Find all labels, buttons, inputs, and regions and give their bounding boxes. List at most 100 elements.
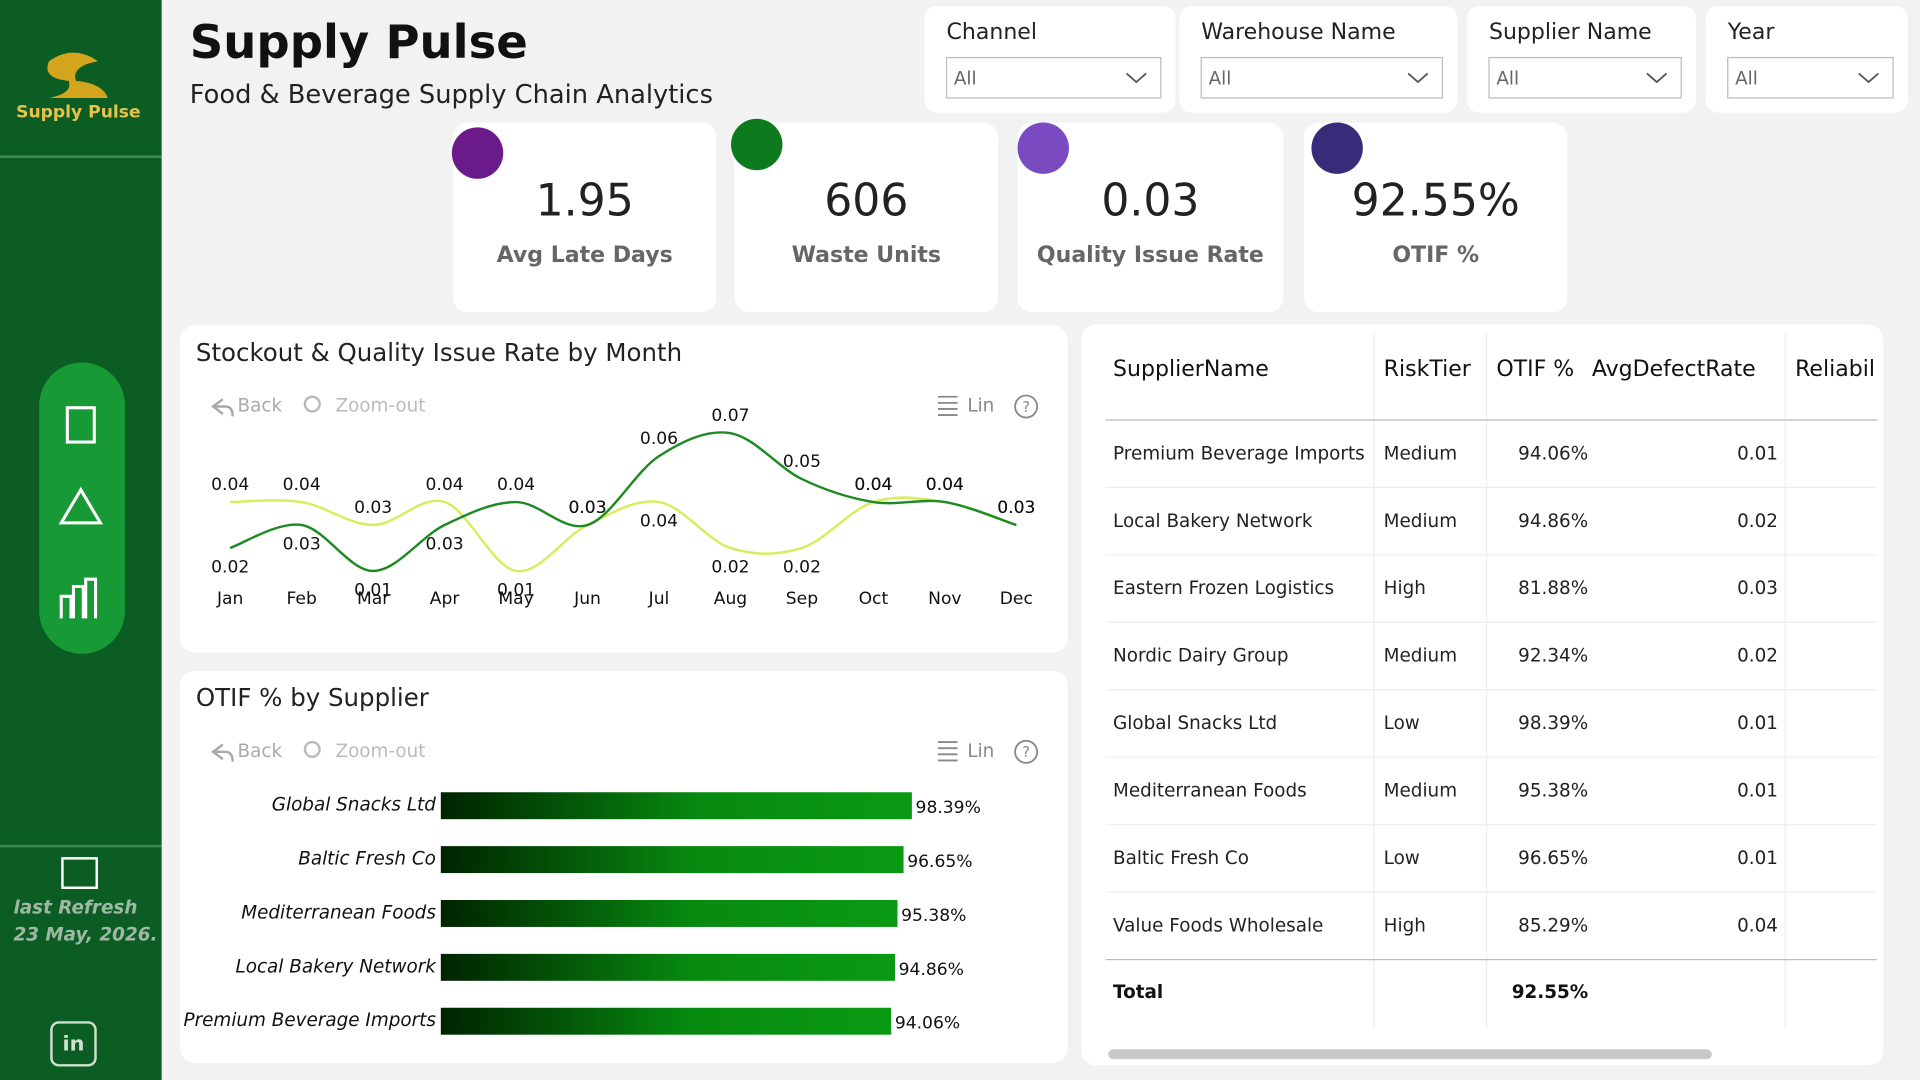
table-cell: 0.04 — [1737, 916, 1778, 937]
bar[interactable] — [440, 792, 912, 820]
category-label: Baltic Fresh Co — [298, 849, 436, 870]
value-label: 95.38% — [901, 906, 966, 926]
data-label: 0.03 — [568, 498, 606, 518]
nav-report[interactable] — [65, 406, 96, 444]
value-label: 96.65% — [907, 852, 972, 872]
kpi-icon — [1311, 122, 1363, 174]
x-tick-label: Feb — [287, 589, 317, 609]
table-cell: Nordic Dairy Group — [1113, 646, 1289, 667]
bar[interactable] — [440, 900, 898, 927]
chevron — [1646, 72, 1668, 84]
table-cell: Baltic Fresh Co — [1113, 848, 1249, 869]
data-label: 0.03 — [426, 535, 464, 555]
logo-mark — [47, 52, 108, 98]
scrollbar[interactable] — [1108, 1049, 1712, 1060]
back-icon[interactable] — [211, 398, 234, 417]
kpi-value: 1.95 — [536, 175, 634, 226]
data-label: 0.04 — [497, 475, 535, 495]
back-button[interactable]: Back — [238, 396, 283, 417]
filter-dropdown[interactable] — [1488, 56, 1682, 99]
nav-icons — [58, 406, 104, 619]
x-tick-label: May — [498, 589, 533, 609]
table-cell: Medium — [1384, 511, 1457, 532]
column-header: OTIF % — [1496, 357, 1574, 382]
filter-label: Channel — [947, 20, 1037, 45]
table-cell: High — [1384, 916, 1426, 937]
back-icon[interactable] — [211, 743, 234, 762]
table-cell: 92.34% — [1518, 646, 1588, 667]
table-cell: Low — [1384, 713, 1420, 734]
kpi-label: Quality Issue Rate — [1037, 243, 1264, 268]
total-otif: 92.55% — [1512, 982, 1588, 1003]
table-cell: 0.01 — [1737, 713, 1778, 734]
nav-alert[interactable] — [58, 486, 104, 525]
table-cell: Medium — [1384, 443, 1457, 464]
chevron — [1125, 72, 1147, 84]
line-card — [180, 325, 1068, 653]
data-label: 0.04 — [283, 475, 321, 495]
linkedin-glyph: in — [63, 1031, 85, 1055]
table-cell: 95.38% — [1518, 781, 1588, 802]
kpi-label: OTIF % — [1392, 243, 1479, 268]
bar[interactable] — [440, 1007, 892, 1035]
value-label: 94.06% — [895, 1014, 960, 1034]
data-label: 0.04 — [926, 475, 964, 495]
kpi-card — [734, 122, 998, 313]
category-label: Local Bakery Network — [235, 956, 437, 977]
nav-pill — [39, 362, 125, 654]
filter-dropdown[interactable] — [1200, 56, 1444, 99]
table-cell: 0.02 — [1737, 511, 1778, 532]
zoom-out-button[interactable]: Zoom-out — [336, 741, 426, 762]
filter-dropdown[interactable] — [945, 56, 1162, 99]
data-label: 0.04 — [640, 512, 678, 532]
filter-value: All — [1209, 69, 1232, 90]
back-button[interactable]: Back — [238, 741, 283, 762]
bar[interactable] — [440, 846, 904, 874]
data-label: 0.03 — [997, 498, 1035, 518]
x-tick-label: Oct — [859, 589, 889, 609]
table-cell: High — [1384, 578, 1426, 599]
data-label: 0.04 — [854, 475, 892, 495]
table-cell: Local Bakery Network — [1113, 511, 1313, 532]
table-cell: 94.06% — [1518, 443, 1588, 464]
total-label: Total — [1113, 982, 1163, 1003]
table-cell: 0.03 — [1737, 578, 1778, 599]
table-cell: Low — [1384, 848, 1420, 869]
filter-dropdown[interactable] — [1727, 56, 1894, 99]
table-cell: Medium — [1384, 781, 1457, 802]
kpi-label: Waste Units — [792, 243, 941, 268]
help-circle[interactable] — [1014, 739, 1039, 764]
bar[interactable] — [440, 953, 895, 981]
x-tick-label: Dec — [1000, 589, 1033, 609]
help-button[interactable]: ? — [1022, 744, 1030, 761]
linkedin-button[interactable] — [50, 1021, 97, 1067]
refresh-label: last Refresh — [13, 898, 137, 919]
lin-button[interactable]: Lin — [967, 741, 994, 762]
help-circle[interactable] — [1014, 394, 1039, 419]
data-label: 0.03 — [354, 498, 392, 518]
data-label: 0.06 — [640, 429, 678, 449]
x-tick-label: Aug — [714, 589, 747, 609]
kpi-value: 0.03 — [1101, 175, 1199, 226]
x-tick-label: Apr — [430, 589, 461, 609]
lin-button[interactable]: Lin — [967, 396, 994, 417]
filter-value: All — [1735, 69, 1758, 90]
line-series — [229, 431, 1017, 573]
data-label: 0.02 — [783, 558, 821, 578]
table-cell: 0.01 — [1737, 848, 1778, 869]
table-cell: 0.01 — [1737, 443, 1778, 464]
kpi-value: 606 — [824, 175, 908, 226]
table-cell: Mediterranean Foods — [1113, 781, 1307, 802]
kpi-icon — [731, 118, 783, 171]
x-tick-label: Sep — [786, 589, 818, 609]
kpi-card — [453, 122, 717, 313]
category-label: Premium Beverage Imports — [184, 1010, 437, 1031]
data-label: 0.01 — [354, 581, 392, 601]
column-header: SupplierName — [1113, 357, 1269, 382]
nav-finance[interactable] — [59, 577, 98, 619]
zoom-out-button[interactable]: Zoom-out — [336, 396, 426, 417]
logo-text: Supply Pulse — [16, 103, 140, 123]
column-header: RiskTier — [1384, 357, 1472, 382]
data-label: 0.04 — [211, 475, 249, 495]
help-button[interactable]: ? — [1022, 399, 1030, 416]
